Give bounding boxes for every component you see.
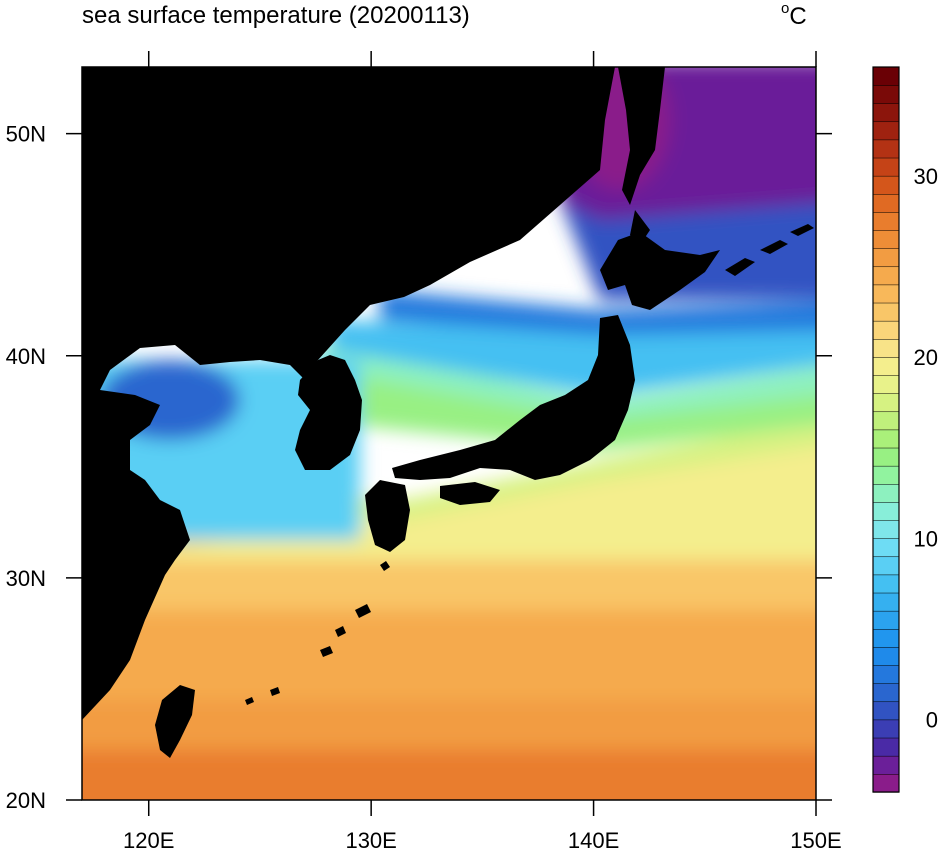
colorbar-swatch — [872, 519, 900, 539]
colorbar-swatch — [872, 66, 900, 86]
colorbar-swatch — [872, 393, 900, 413]
colorbar-swatch — [872, 266, 900, 286]
colorbar-swatch — [872, 429, 900, 449]
colorbar-swatch — [872, 701, 900, 721]
colorbar-swatch — [872, 719, 900, 739]
colorbar-swatch — [872, 501, 900, 521]
colorbar-swatch — [872, 193, 900, 213]
colorbar-swatch — [872, 139, 900, 159]
lon-tick-label: 140E — [568, 828, 619, 853]
map-title: sea surface temperature (20200113) — [82, 2, 470, 29]
colorbar-swatch — [872, 302, 900, 322]
colorbar-swatch — [872, 121, 900, 141]
lat-tick-label: 40N — [6, 344, 46, 369]
colorbar-swatch — [872, 610, 900, 630]
colorbar-swatch — [872, 229, 900, 249]
lat-tick-label: 20N — [6, 788, 46, 813]
colorbar-swatch — [872, 284, 900, 304]
lat-tick-label: 50N — [6, 122, 46, 147]
colorbar-swatch — [872, 84, 900, 104]
land-mask — [82, 67, 814, 758]
colorbar-swatch — [872, 175, 900, 195]
colorbar-swatch — [872, 374, 900, 394]
colorbar-swatch — [872, 683, 900, 703]
lon-tick-label: 120E — [123, 828, 174, 853]
colorbar-swatch — [872, 411, 900, 431]
colorbar-swatch — [872, 737, 900, 757]
colorbar-swatch — [872, 628, 900, 648]
colorbar-tick-label: 30 — [914, 164, 938, 189]
colorbar-swatch — [872, 646, 900, 666]
colorbar-swatch — [872, 338, 900, 358]
map-axes: 120E 130E 140E 150E 20N 30N 40N 50N — [6, 51, 842, 853]
colorbar-swatch — [872, 773, 900, 793]
lat-tick-label: 30N — [6, 566, 46, 591]
colorbar-swatch — [872, 103, 900, 123]
colorbar-swatch — [872, 755, 900, 775]
colorbar-swatch — [872, 248, 900, 268]
colorbar-swatch — [872, 483, 900, 503]
colorbar-frame — [872, 66, 900, 793]
map-frame — [81, 66, 817, 801]
colorbar-swatch — [872, 211, 900, 231]
colorbar-tick-label: 20 — [914, 345, 938, 370]
colorbar-swatch — [872, 447, 900, 467]
colorbar-swatch — [872, 320, 900, 340]
colorbar-swatch — [872, 538, 900, 558]
map-panel — [82, 67, 816, 800]
colorbar-swatch — [872, 465, 900, 485]
colorbar-tick-label: 0 — [926, 708, 938, 733]
colorbar-tick-label: 10 — [914, 526, 938, 551]
lon-tick-label: 130E — [345, 828, 396, 853]
colorbar-swatch — [872, 356, 900, 376]
colorbar: 0 10 20 30 — [872, 66, 938, 793]
lon-tick-label: 150E — [790, 828, 841, 853]
colorbar-swatch — [872, 574, 900, 594]
colorbar-swatch — [872, 664, 900, 684]
colorbar-swatch — [872, 556, 900, 576]
units-label: oC — [781, 0, 807, 30]
colorbar-swatch — [872, 592, 900, 612]
sst-field — [82, 67, 816, 800]
colorbar-swatch — [872, 157, 900, 177]
